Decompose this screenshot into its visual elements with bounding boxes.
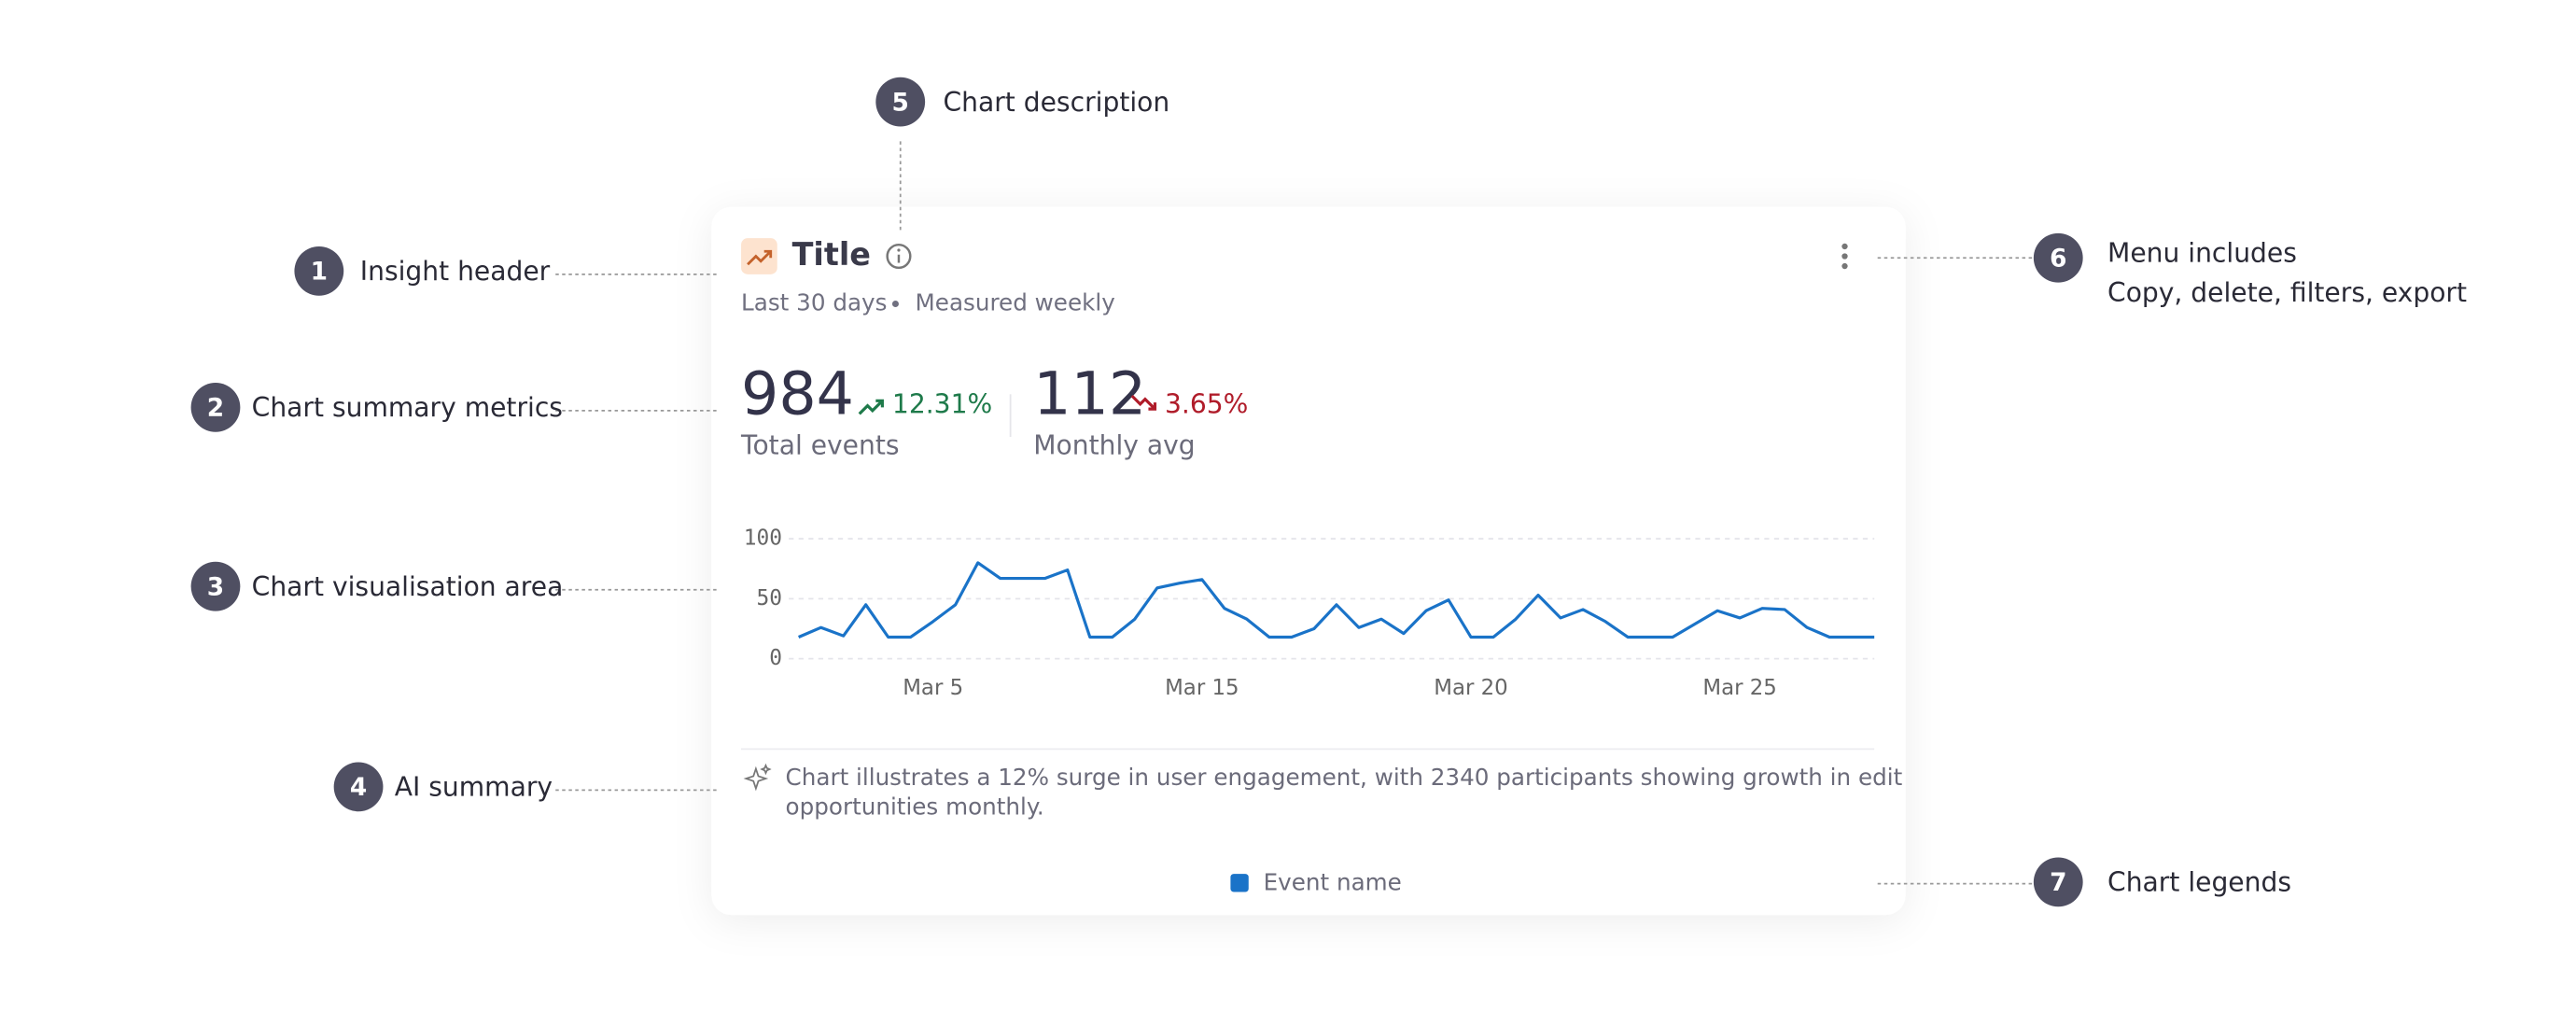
- annotation-label: Chart visualisation area: [252, 571, 564, 602]
- annotation-number: 5: [892, 89, 909, 117]
- x-tick-label: Mar 15: [1165, 676, 1239, 700]
- annotation-label: Menu includes: [2107, 238, 2297, 269]
- metric-label: Monthly avg: [1033, 430, 1195, 461]
- insight-icon: [741, 238, 777, 274]
- metric-value: 112: [1033, 358, 1146, 428]
- x-tick-label: Mar 5: [903, 676, 963, 700]
- annotation-number: 2: [207, 395, 224, 423]
- annotation-label: Chart description: [943, 87, 1169, 118]
- annotation-number: 3: [207, 573, 224, 601]
- annotation-label: Insight header: [360, 256, 551, 287]
- change-icon: [858, 399, 884, 415]
- menu-button[interactable]: [1841, 243, 1848, 270]
- annotation-label: AI summary: [395, 772, 553, 803]
- metric-change: 3.65%: [1165, 389, 1248, 420]
- period: Last 30 days: [741, 289, 887, 316]
- card: [711, 206, 1906, 916]
- x-tick-label: Mar 25: [1702, 676, 1776, 700]
- change-icon: [1130, 394, 1157, 411]
- y-tick-label: 50: [757, 586, 783, 611]
- annotation-badge: [190, 382, 241, 432]
- card-header: Title Last 30 days Measured weekly: [741, 236, 1848, 316]
- annotation-badge: [2033, 857, 2083, 907]
- annotation-badge: [2033, 232, 2083, 283]
- annotation-label: Chart legends: [2107, 867, 2291, 898]
- data-line: [798, 561, 1875, 639]
- legend-label: Event name: [1264, 869, 1402, 896]
- separator: [891, 301, 899, 308]
- annotation-number: 7: [2050, 869, 2066, 897]
- metric-value: 984: [741, 358, 854, 428]
- metric-change: 12.31%: [892, 389, 992, 420]
- annotation-badge: [875, 77, 926, 127]
- frequency: Measured weekly: [916, 289, 1115, 316]
- annotation-badge: [333, 762, 384, 812]
- annotation-number: 1: [311, 259, 328, 287]
- info-icon[interactable]: [886, 243, 912, 270]
- annotation-badge: [294, 246, 344, 296]
- annotation-badge: [190, 561, 241, 611]
- ai-summary: opportunities monthly.: [786, 793, 1044, 821]
- title: Title: [792, 236, 871, 273]
- ai-icon: [743, 763, 772, 792]
- annotation-label: Chart summary metrics: [252, 392, 563, 423]
- annotation-label: Copy, delete, filters, export: [2107, 277, 2467, 308]
- annotation-number: 6: [2050, 246, 2066, 274]
- y-tick-label: 100: [744, 527, 782, 551]
- trend-icon: [747, 249, 773, 266]
- metric-label: Total events: [740, 430, 899, 461]
- x-tick-label: Mar 20: [1434, 676, 1507, 700]
- annotation-number: 4: [350, 774, 367, 802]
- y-tick-label: 0: [769, 646, 782, 670]
- ai-summary: Chart illustrates a 12% surge in user en…: [786, 764, 1903, 791]
- legend-swatch: [1230, 874, 1249, 892]
